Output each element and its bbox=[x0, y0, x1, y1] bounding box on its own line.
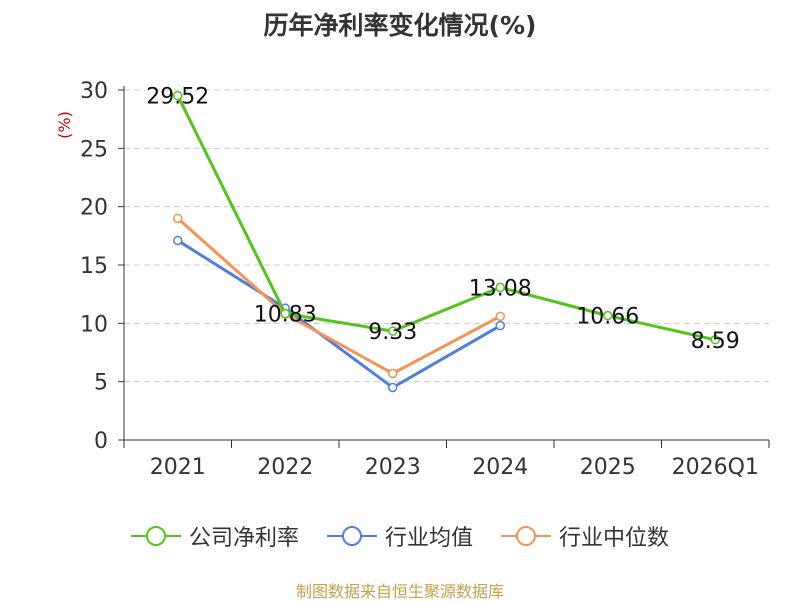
legend-label: 公司净利率 bbox=[188, 526, 299, 551]
data-label: 13.08 bbox=[469, 276, 532, 301]
series-line bbox=[176, 217, 501, 375]
x-tick-label: 2022 bbox=[257, 455, 313, 480]
series-line bbox=[176, 239, 501, 389]
y-tick-label: 20 bbox=[80, 196, 108, 221]
y-tick-label: 30 bbox=[80, 79, 108, 104]
y-tick-label: 25 bbox=[80, 137, 108, 162]
data-label: 29.52 bbox=[146, 85, 209, 110]
legend-item: 公司净利率 bbox=[130, 520, 299, 552]
data-point bbox=[388, 326, 398, 336]
data-point bbox=[173, 90, 183, 101]
data-point bbox=[603, 310, 613, 321]
data-point bbox=[388, 382, 398, 393]
legend-marker bbox=[501, 526, 551, 546]
data-point bbox=[173, 235, 183, 246]
source-note: 制图数据来自恒生聚源数据库 bbox=[295, 582, 504, 601]
data-label: 10.66 bbox=[576, 305, 639, 330]
y-axis-label: (%) bbox=[55, 111, 74, 139]
y-tick-label: 10 bbox=[80, 312, 108, 337]
chart-title: 历年净利率变化情况(%) bbox=[263, 11, 537, 40]
legend-item: 行业中位数 bbox=[501, 520, 669, 552]
data-point bbox=[280, 308, 290, 319]
x-tick-label: 2021 bbox=[150, 455, 206, 480]
x-tick-label: 2026Q1 bbox=[672, 455, 759, 480]
legend-label: 行业均值 bbox=[384, 526, 473, 551]
y-tick-label: 5 bbox=[94, 371, 108, 396]
data-point bbox=[495, 320, 505, 331]
data-point bbox=[388, 368, 398, 379]
data-point bbox=[173, 213, 183, 224]
data-label: 8.59 bbox=[691, 329, 740, 354]
legend-label: 行业中位数 bbox=[559, 526, 670, 551]
y-tick-label: 15 bbox=[80, 254, 108, 279]
data-point bbox=[495, 282, 505, 293]
y-tick-label: 0 bbox=[94, 429, 108, 454]
data-point bbox=[495, 311, 505, 322]
data-label: 10.83 bbox=[254, 303, 317, 328]
legend-marker bbox=[130, 526, 181, 546]
legend: 公司净利率 行业均值 行业中位数 bbox=[0, 520, 800, 552]
series-line bbox=[176, 94, 716, 342]
data-point bbox=[710, 335, 720, 345]
legend-item: 行业均值 bbox=[326, 520, 473, 552]
legend-marker bbox=[326, 526, 377, 546]
x-tick-label: 2025 bbox=[580, 455, 636, 480]
x-tick-label: 2024 bbox=[472, 455, 528, 480]
data-label: 9.33 bbox=[368, 320, 417, 345]
x-tick-label: 2023 bbox=[365, 455, 421, 480]
